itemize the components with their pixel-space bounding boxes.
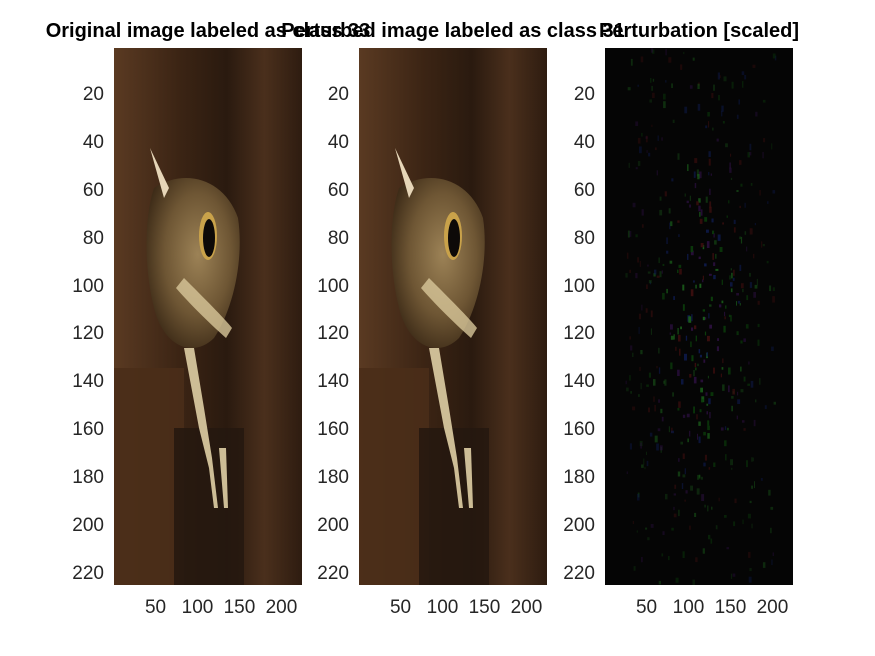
original-image xyxy=(114,48,302,585)
x-tick-label: 150 xyxy=(223,597,256,618)
title-original: Original image labeled as class 33 xyxy=(45,20,371,42)
y-tick-label: 100 xyxy=(72,275,104,297)
x-tick-label: 200 xyxy=(756,597,789,618)
x-tick-label: 100 xyxy=(181,597,214,618)
y-tick-label: 140 xyxy=(317,371,349,393)
y-tick-label: 80 xyxy=(327,227,349,249)
y-tick-label: 120 xyxy=(317,323,349,345)
y-tick-label: 20 xyxy=(82,83,104,105)
y-tick-label: 140 xyxy=(563,371,595,393)
y-tick-label: 180 xyxy=(563,467,595,489)
y-tick-label: 100 xyxy=(317,275,349,297)
y-tick-label: 140 xyxy=(72,371,104,393)
y-tick-label: 20 xyxy=(573,83,595,105)
y-tick-label: 160 xyxy=(317,419,349,441)
y-tick-label: 220 xyxy=(317,563,349,585)
y-tick-label: 80 xyxy=(82,227,104,249)
y-tick-label: 40 xyxy=(327,131,349,153)
y-tick-label: 200 xyxy=(317,515,349,537)
y-tick-label: 60 xyxy=(327,179,349,201)
y-tick-label: 220 xyxy=(563,563,595,585)
y-tick-label: 40 xyxy=(573,131,595,153)
x-tick-label: 100 xyxy=(426,597,459,618)
x-tick-label: 200 xyxy=(265,597,298,618)
y-tick-label: 40 xyxy=(82,131,104,153)
title-perturbed: Perturbed image labeled as class 31 xyxy=(281,20,625,42)
y-tick-label: 160 xyxy=(563,419,595,441)
y-tick-label: 100 xyxy=(563,275,595,297)
y-tick-label: 120 xyxy=(563,323,595,345)
perturbed-image xyxy=(359,48,547,585)
x-tick-label: 200 xyxy=(510,597,543,618)
y-tick-label: 180 xyxy=(72,467,104,489)
y-tick-label: 80 xyxy=(573,227,595,249)
x-tick-label: 50 xyxy=(144,597,167,618)
perturbation-image xyxy=(605,48,793,585)
y-tick-label: 60 xyxy=(82,179,104,201)
x-tick-label: 150 xyxy=(468,597,501,618)
x-tick-label: 50 xyxy=(635,597,658,618)
y-tick-label: 160 xyxy=(72,419,104,441)
x-tick-label: 50 xyxy=(389,597,412,618)
y-tick-label: 220 xyxy=(72,563,104,585)
title-perturbation: Perturbation [scaled] xyxy=(598,20,800,42)
x-tick-label: 150 xyxy=(714,597,747,618)
x-tick-label: 100 xyxy=(672,597,705,618)
y-tick-label: 180 xyxy=(317,467,349,489)
y-tick-label: 200 xyxy=(72,515,104,537)
y-tick-label: 200 xyxy=(563,515,595,537)
y-tick-label: 120 xyxy=(72,323,104,345)
y-tick-label: 60 xyxy=(573,179,595,201)
y-tick-label: 20 xyxy=(327,83,349,105)
